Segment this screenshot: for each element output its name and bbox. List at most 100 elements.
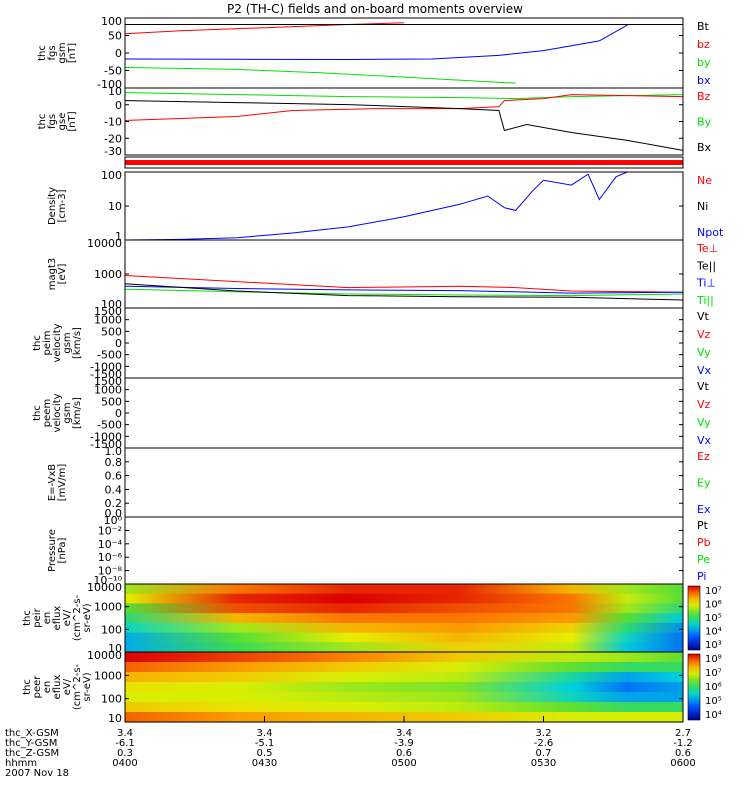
colorbar-tick-label: 10⁴ (705, 627, 722, 638)
y-axis-label: thc (32, 335, 43, 351)
y-axis-label: thc (22, 679, 33, 695)
y-tick-label: 10000 (87, 237, 122, 250)
series-line-by (124, 67, 516, 84)
x-tick-label: -5.1 (255, 738, 275, 749)
panel-frame (124, 87, 684, 156)
legend-label: Pb (697, 536, 711, 549)
legend-label: Vx (697, 364, 712, 377)
y-tick-label: 500 (101, 325, 122, 338)
y-tick-label: 10000 (87, 649, 122, 662)
y-tick-label: -1000 (90, 360, 122, 373)
y-tick-label: 0.0 (105, 507, 123, 520)
series-line-Te|| (124, 283, 684, 301)
heatmap-row (125, 584, 683, 595)
y-axis-label: magt3 (47, 258, 58, 291)
y-axis-label: sr-eV) (82, 672, 93, 701)
legend-label: bz (697, 38, 710, 51)
y-tick-label: 0 (115, 99, 122, 112)
y-tick-label: 10 (108, 712, 122, 725)
panel-frame (124, 156, 684, 169)
y-tick-label: 0 (115, 47, 122, 60)
y-tick-label: -1500 (90, 368, 122, 381)
x-tick-label: 3.4 (257, 728, 273, 739)
y-tick-label: 500 (101, 395, 122, 408)
y-tick-label: 1 (115, 230, 122, 243)
colorbar-tick-label: 10⁵ (705, 696, 722, 707)
panel-efield: 1.00.80.60.40.20.0 E=-VxB [mV/m] Ez Ey Ex (47, 445, 711, 520)
y-tick-label: -30 (104, 145, 122, 158)
series-line-Bz (124, 94, 684, 121)
x-axis-row-label: thc_Y-GSM (5, 738, 57, 749)
colorbar (687, 653, 701, 721)
y-axis-label: en (42, 681, 53, 694)
colorbar-tick-label: 10⁷ (705, 586, 722, 597)
y-axis-label: velocity (52, 393, 63, 432)
legend-label: Bz (697, 90, 711, 103)
y-axis-label: sr-eV) (82, 603, 93, 632)
y-axis-label: thc (37, 45, 48, 61)
y-axis-label: thc (22, 610, 33, 626)
y-axis-label: gse (57, 113, 68, 131)
legend-label: Ex (697, 503, 711, 516)
y-tick-label: 1000 (94, 268, 122, 281)
x-tick-label: 0400 (112, 758, 137, 769)
x-tick-label: 0.6 (396, 748, 412, 759)
y-tick-label: 100 (101, 169, 122, 182)
x-tick-label: 3.4 (396, 728, 412, 739)
y-tick-label: 0.6 (105, 470, 123, 483)
y-axis-label: eflux (52, 606, 63, 631)
heatmap-row (125, 593, 683, 605)
legend-label: Vz (697, 398, 711, 411)
y-axis-label: [nT] (67, 43, 78, 63)
panel-density: 100 10 1 Density [cm-3] Ne Ni Npot (47, 169, 724, 243)
colorbar (687, 585, 701, 651)
heatmap-row (125, 662, 683, 673)
y-axis-label: en (42, 612, 53, 625)
panel-flag-bar (124, 156, 684, 169)
y-tick-label: 100 (101, 693, 122, 706)
y-tick-label: 1500 (94, 305, 122, 318)
legend-label: Pt (697, 519, 709, 532)
legend-label: Pe (697, 553, 710, 566)
x-tick-label: -2.6 (534, 738, 554, 749)
colorbar-tick-label: 10⁶ (705, 682, 722, 693)
y-tick-label: 0 (115, 337, 122, 350)
legend-label: Ti⊥ (696, 277, 716, 290)
panel-frame (124, 447, 684, 518)
legend-label: Vz (697, 328, 711, 341)
heatmap-row (125, 652, 683, 663)
x-tick-label: -3.9 (394, 738, 414, 749)
legend-label: Vt (697, 380, 710, 393)
y-tick-label: 50 (108, 30, 122, 43)
y-tick-label: 100 (101, 298, 122, 311)
y-tick-label: 10⁻² (98, 524, 122, 537)
legend-label: bx (697, 74, 711, 87)
y-axis-label: Pressure (47, 529, 58, 572)
y-tick-label: 10000 (87, 581, 122, 594)
y-tick-label: -50 (104, 65, 122, 78)
x-axis-row-label: hhmm (5, 758, 37, 769)
panel-frame (124, 307, 684, 379)
y-tick-label: 1500 (94, 375, 122, 388)
heatmap-row (125, 682, 683, 693)
heatmap-row (125, 613, 683, 624)
series-line-Bx (124, 100, 684, 151)
chart-title: P2 (TH-C) fields and on-board moments ov… (227, 2, 523, 16)
y-axis-label: eV/ (62, 678, 73, 695)
y-axis-label: E=-VxB (47, 464, 58, 501)
y-tick-label: 0.2 (105, 497, 123, 510)
panel-peer-eflux: 10⁸ 10⁷ 10⁶ 10⁵ 10⁴ 10000 1000 100 10 thc peer en ef… (22, 649, 722, 725)
y-axis-label: gsm (57, 42, 68, 63)
heatmap-row (125, 603, 683, 614)
heatmap-row (125, 692, 683, 703)
series-line-Ti|| (124, 288, 684, 297)
y-tick-label: 10 (108, 200, 122, 213)
legend-label: Ti|| (696, 294, 714, 307)
y-tick-label: -1000 (90, 430, 122, 443)
legend-label: By (697, 116, 712, 129)
panel-frame (124, 171, 684, 241)
legend-label: Ne (697, 174, 712, 187)
series-line-bz (124, 22, 405, 35)
